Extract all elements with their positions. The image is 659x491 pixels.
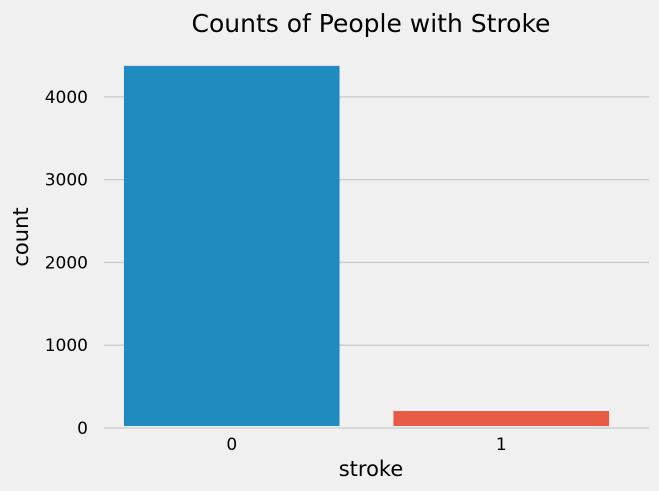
x-tick-label: 1	[496, 435, 507, 455]
bar-1	[393, 411, 610, 426]
y-axis-label: count	[9, 207, 33, 266]
y-tick-labels: 0 1000 2000 3000 4000	[45, 88, 88, 439]
y-tick-label: 1000	[45, 336, 88, 356]
bars	[123, 65, 610, 426]
y-tick-label: 3000	[45, 171, 88, 191]
chart-title: Counts of People with Stroke	[192, 9, 551, 38]
x-axis-label: stroke	[339, 457, 404, 481]
bar-0	[123, 65, 340, 426]
y-tick-label: 2000	[45, 253, 88, 273]
x-tick-label: 0	[226, 435, 237, 455]
y-tick-label: 4000	[45, 88, 88, 108]
y-tick-label: 0	[77, 419, 88, 439]
